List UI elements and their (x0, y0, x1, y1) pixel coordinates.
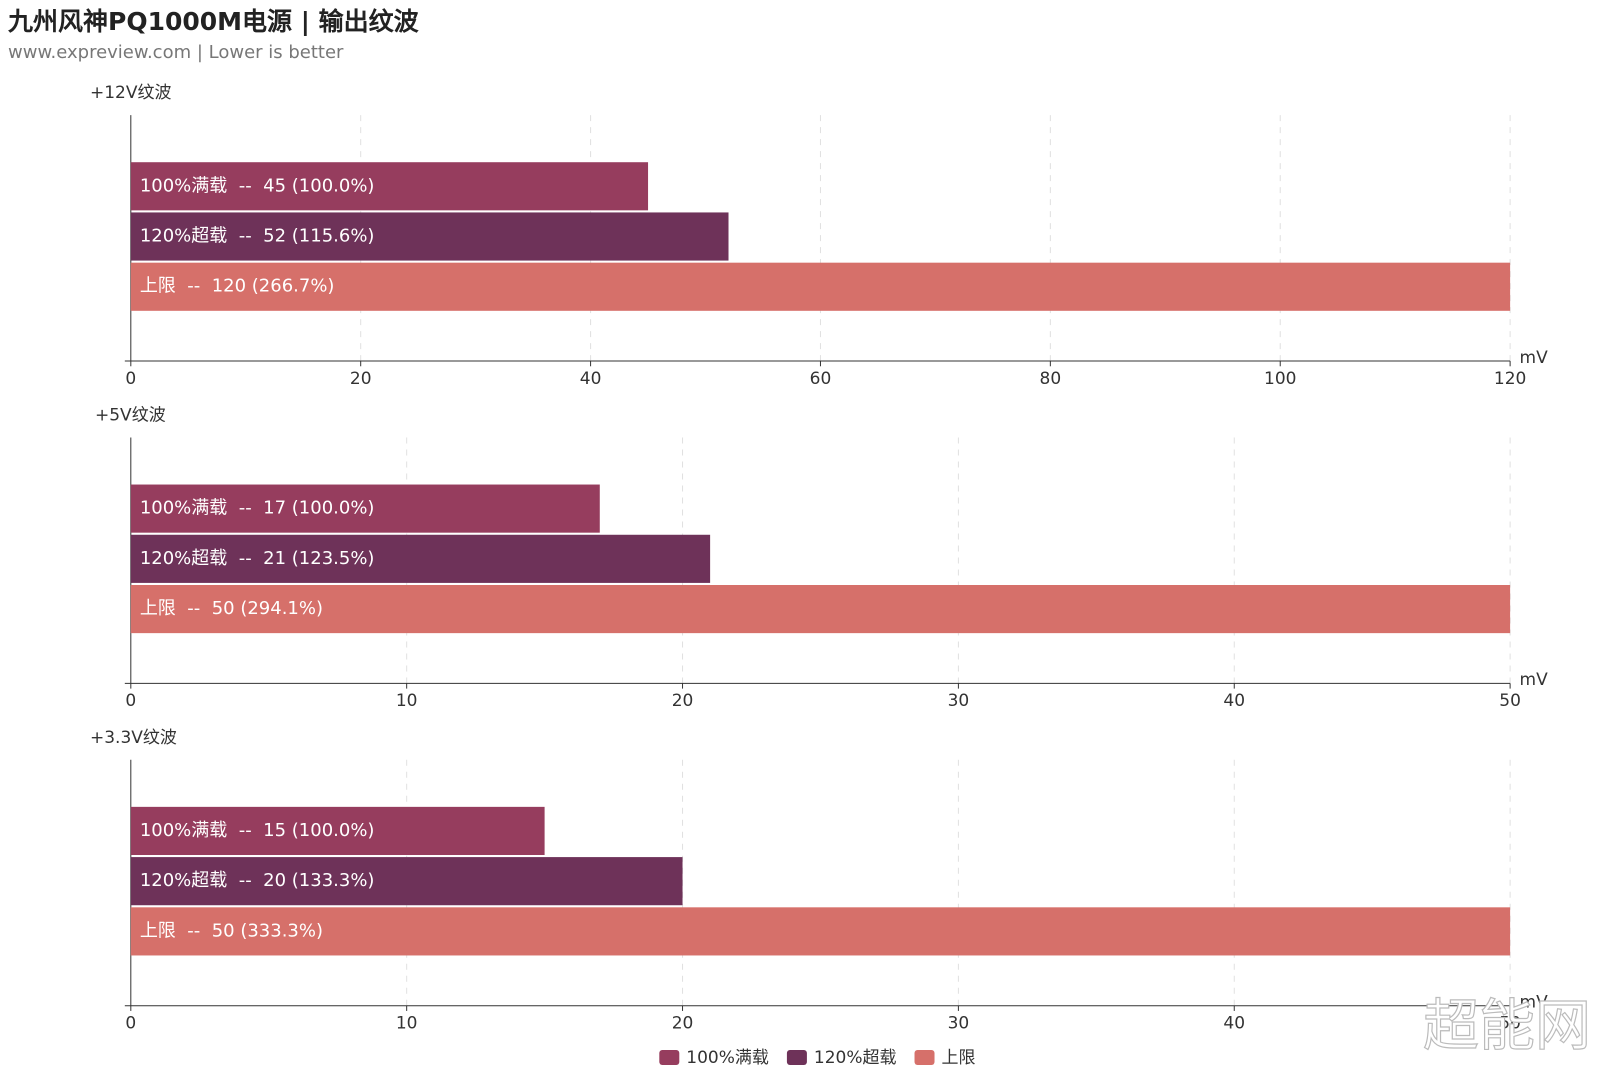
x-tick-label: 10 (396, 691, 418, 711)
axis-title: +5V纹波 (95, 405, 166, 425)
page-subtitle: www.expreview.com | Lower is better (8, 42, 344, 63)
x-tick-label: 80 (1040, 369, 1062, 389)
bar (130, 806, 545, 855)
axis-unit: mV (1520, 670, 1549, 690)
x-tick-label: 0 (125, 691, 136, 711)
x-tick-label: 20 (350, 369, 372, 389)
x-tick-label: 20 (672, 1013, 694, 1033)
x-tick-label: 120 (1494, 369, 1526, 389)
bar (130, 857, 683, 906)
x-tick-label: 40 (1223, 1013, 1245, 1033)
page-title: 九州风神PQ1000M电源 | 输出纹波 (7, 7, 420, 36)
x-tick-label: 40 (580, 369, 602, 389)
bar (130, 212, 729, 261)
bar-label: 100%满载 -- 15 (100.0%) (140, 820, 375, 841)
bar (130, 907, 1511, 956)
bar-label: 120%超载 -- 21 (123.5%) (140, 548, 375, 569)
x-tick-label: 20 (672, 691, 694, 711)
x-tick-label: 0 (125, 1013, 136, 1033)
bar-label: 100%满载 -- 17 (100.0%) (140, 498, 375, 519)
bar-label: 120%超载 -- 20 (133.3%) (140, 870, 375, 891)
x-tick-label: 30 (948, 691, 970, 711)
axis-title: +12V纹波 (90, 83, 172, 103)
x-tick-label: 100 (1264, 369, 1296, 389)
axis-title: +3.3V纹波 (90, 728, 177, 748)
bar-label: 上限 -- 50 (294.1%) (140, 598, 323, 619)
legend-label: 100%满载 (686, 1048, 769, 1068)
watermark: 超能网 (1423, 994, 1591, 1059)
bar-label: 上限 -- 50 (333.3%) (140, 920, 323, 941)
bar (130, 262, 1511, 311)
x-tick-label: 50 (1499, 1013, 1521, 1033)
bar (130, 585, 1511, 634)
bar (130, 534, 711, 583)
axis-unit: mV (1520, 993, 1549, 1013)
bar-label: 上限 -- 120 (266.7%) (140, 276, 335, 297)
x-tick-label: 50 (1499, 691, 1521, 711)
legend-label: 120%超载 (814, 1048, 897, 1068)
x-tick-label: 30 (948, 1013, 970, 1033)
bar (130, 484, 600, 533)
x-tick-label: 0 (125, 369, 136, 389)
legend-label: 上限 (942, 1048, 976, 1068)
bar (130, 162, 649, 211)
x-tick-label: 60 (810, 369, 832, 389)
x-tick-label: 10 (396, 1013, 418, 1033)
bar-label: 120%超载 -- 52 (115.6%) (140, 226, 375, 247)
legend-swatch (786, 1050, 807, 1066)
legend-swatch (914, 1050, 935, 1066)
bar-label: 100%满载 -- 45 (100.0%) (140, 175, 375, 196)
axis-unit: mV (1520, 348, 1549, 368)
legend-swatch (659, 1050, 680, 1066)
x-tick-label: 40 (1223, 691, 1245, 711)
